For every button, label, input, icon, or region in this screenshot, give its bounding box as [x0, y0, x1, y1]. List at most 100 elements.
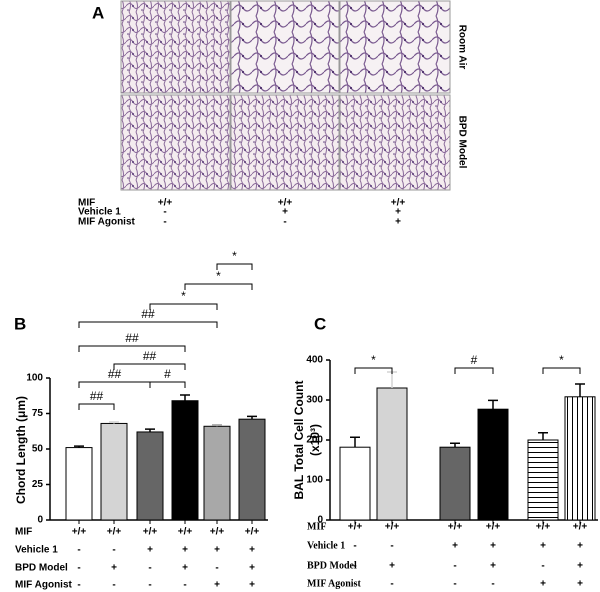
- error-bar: [180, 394, 190, 401]
- significance-label: #: [471, 353, 478, 367]
- condition-label: Vehicle 1: [307, 540, 345, 551]
- condition-value: +/+: [573, 522, 588, 533]
- significance-bracket: [78, 381, 151, 388]
- error-bar: [450, 442, 460, 448]
- condition-value: -: [491, 579, 494, 590]
- significance-label: #: [164, 367, 171, 381]
- condition-value: +: [395, 217, 401, 228]
- condition-label: MIF: [15, 527, 32, 538]
- bar: [439, 446, 471, 521]
- condition-value: +/+: [178, 527, 193, 538]
- condition-value: +: [577, 541, 583, 552]
- significance-bracket: [354, 367, 393, 374]
- significance-bracket: [454, 367, 494, 374]
- condition-value: -: [390, 541, 393, 552]
- y-tick-label: 100: [26, 373, 43, 384]
- significance-bracket: [216, 263, 253, 270]
- y-axis-label: BAL Total Cell Count: [292, 381, 306, 500]
- condition-value: -: [283, 217, 286, 228]
- error-bar: [575, 383, 585, 397]
- y-tick-label: 25: [32, 479, 44, 490]
- bar: [477, 408, 509, 521]
- significance-bracket: [78, 403, 115, 410]
- condition-value: -: [163, 207, 166, 218]
- condition-value: -: [77, 545, 80, 556]
- condition-label: Vehicle 1: [15, 545, 58, 556]
- bar: [65, 447, 93, 521]
- micrograph: [120, 94, 231, 191]
- condition-label: Vehicle 1: [78, 207, 121, 218]
- condition-value: -: [163, 217, 166, 228]
- condition-value: +: [282, 207, 288, 218]
- condition-label: BPD Model: [15, 563, 68, 574]
- y-axis-label: Chord Length (μm): [14, 396, 28, 504]
- error-bar: [387, 371, 397, 388]
- y-axis-label: (x10³): [308, 424, 322, 456]
- condition-value: +/+: [143, 527, 158, 538]
- condition-value: +: [395, 207, 401, 218]
- y-tick-label: 300: [306, 395, 323, 406]
- condition-value: +: [540, 579, 546, 590]
- condition-value: -: [77, 580, 80, 591]
- y-tick-label: 100: [306, 475, 323, 486]
- y-tick-label: 75: [32, 408, 44, 419]
- bar: [339, 446, 371, 521]
- error-bar: [350, 436, 360, 448]
- y-tick-label: 0: [317, 515, 323, 526]
- micrographs: [120, 0, 451, 191]
- condition-value: +/+: [72, 527, 87, 538]
- panel-label: C: [314, 314, 326, 333]
- condition-value: +: [577, 561, 583, 572]
- error-bar: [538, 432, 548, 440]
- bar: [100, 422, 128, 521]
- bar: [564, 396, 596, 521]
- error-bar: [109, 421, 119, 424]
- y-tick-label: 400: [306, 355, 323, 366]
- condition-value: +: [147, 545, 153, 556]
- condition-label: MIF Agonist: [78, 217, 136, 228]
- bar: [376, 387, 408, 521]
- significance-label: *: [216, 269, 221, 283]
- error-bar: [145, 428, 155, 432]
- micrograph: [230, 94, 340, 191]
- significance-bracket: [78, 321, 218, 328]
- condition-value: +/+: [385, 522, 400, 533]
- y-tick-label: 200: [306, 435, 323, 446]
- condition-value: -: [353, 579, 356, 590]
- condition-value: -: [353, 561, 356, 572]
- panel-label: A: [92, 3, 104, 22]
- significance-bracket: [149, 303, 218, 310]
- micrograph: [120, 0, 231, 94]
- condition-value: +: [249, 580, 255, 591]
- condition-value: -: [77, 563, 80, 574]
- condition-value: -: [112, 545, 115, 556]
- significance-label: ##: [90, 389, 104, 403]
- condition-value: +/+: [448, 522, 463, 533]
- condition-value: +: [111, 563, 117, 574]
- condition-label: BPD Model: [307, 560, 357, 571]
- condition-value: +: [490, 561, 496, 572]
- condition-value: -: [353, 541, 356, 552]
- significance-label: *: [181, 289, 186, 303]
- error-bar: [247, 415, 257, 420]
- significance-bracket: [78, 345, 186, 352]
- condition-value: +/+: [486, 522, 501, 533]
- row-label: Room Air: [456, 25, 467, 70]
- micrograph: [230, 0, 340, 94]
- error-bar: [212, 424, 222, 427]
- condition-value: +/+: [210, 527, 225, 538]
- condition-value: +: [577, 579, 583, 590]
- significance-label: ##: [143, 349, 157, 363]
- bar: [527, 439, 559, 521]
- condition-value: +: [182, 545, 188, 556]
- condition-value: -: [541, 561, 544, 572]
- condition-value: +/+: [348, 522, 363, 533]
- condition-value: +: [452, 541, 458, 552]
- condition-value: +: [540, 541, 546, 552]
- bar: [136, 431, 164, 521]
- condition-value: +: [389, 561, 395, 572]
- condition-value: +/+: [158, 198, 173, 209]
- condition-value: -: [453, 579, 456, 590]
- micrograph: [339, 0, 451, 94]
